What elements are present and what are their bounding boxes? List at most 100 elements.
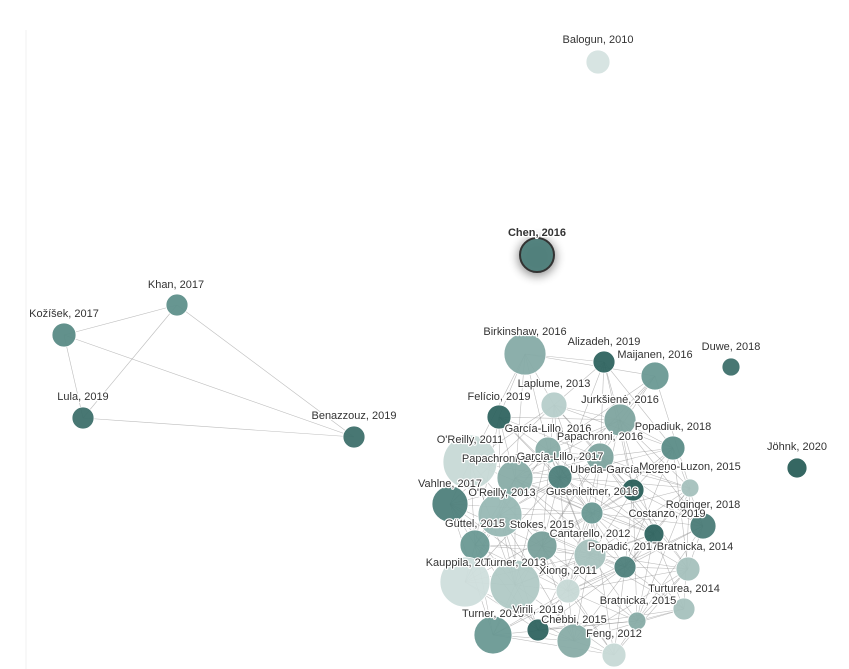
paper-node[interactable] (721, 357, 741, 377)
edge (624, 525, 704, 568)
paper-node[interactable] (519, 237, 555, 273)
paper-label: Cantarello, 2012 (550, 528, 631, 540)
edge (613, 568, 689, 656)
paper-label: O'Reilly, 2011 (437, 434, 504, 446)
paper-node[interactable] (526, 530, 558, 562)
edge (537, 620, 638, 631)
edge (559, 476, 655, 535)
edge (492, 634, 615, 656)
paper-node[interactable] (473, 615, 513, 655)
paper-label: Gusenleitner, 2016 (546, 486, 638, 498)
edge (82, 304, 178, 419)
paper-label: Kauppila, 2011 (426, 557, 499, 569)
edge (624, 447, 674, 568)
paper-node[interactable] (660, 435, 686, 461)
paper-label: Turturea, 2014 (648, 583, 720, 595)
edge (636, 533, 655, 622)
edge (541, 545, 615, 656)
paper-label: Güttel, 2015 (445, 518, 505, 530)
paper-node[interactable] (540, 391, 568, 419)
paper-node[interactable] (534, 436, 562, 464)
edge (537, 608, 685, 631)
edge (654, 375, 691, 489)
paper-node[interactable] (689, 512, 717, 540)
paper-node[interactable] (556, 623, 592, 659)
paper-label: Jurkšienė, 2016 (581, 394, 659, 406)
paper-label: Turner, 2013 (484, 557, 546, 569)
edge (567, 456, 601, 592)
paper-label: Balogun, 2010 (563, 34, 634, 46)
paper-label: Bratnicka, 2014 (657, 541, 733, 553)
paper-node[interactable] (526, 618, 550, 642)
paper-node[interactable] (680, 478, 700, 498)
edge (498, 416, 561, 478)
paper-node[interactable] (51, 322, 77, 348)
paper-node[interactable] (603, 403, 637, 437)
paper-label: Jöhnk, 2020 (767, 441, 827, 453)
paper-label: Laplume, 2013 (518, 378, 591, 390)
paper-node[interactable] (459, 529, 491, 561)
paper-label: Feng, 2012 (586, 628, 642, 640)
paper-node[interactable] (672, 597, 696, 621)
paper-node[interactable] (547, 464, 573, 490)
paper-node[interactable] (71, 406, 95, 430)
paper-label: Xiong, 2011 (539, 565, 597, 577)
labels: Balogun, 2010 Chen, 2016 Khan, 2017 Kožíšek… (28, 33, 828, 642)
paper-node[interactable] (477, 492, 523, 538)
edge (589, 487, 691, 556)
paper-node[interactable] (585, 49, 611, 75)
paper-node[interactable] (431, 485, 469, 523)
edge (547, 375, 656, 451)
paper-node[interactable] (555, 578, 581, 604)
edge (63, 334, 84, 419)
paper-node[interactable] (442, 434, 498, 490)
paper-node[interactable] (621, 478, 645, 502)
paper-node[interactable] (627, 611, 647, 631)
edge (567, 568, 689, 592)
paper-node[interactable] (486, 404, 512, 430)
paper-label: Papachroni, 2015 (462, 453, 548, 465)
paper-node[interactable] (601, 642, 627, 668)
edge (492, 566, 626, 636)
paper-node[interactable] (573, 538, 607, 572)
edge (591, 487, 691, 514)
paper-label: Turner, 2015 (462, 608, 524, 620)
edge (449, 503, 569, 592)
paper-label: Birkinshaw, 2016 (483, 326, 566, 338)
paper-label: García-Lillo, 2017 (517, 451, 604, 463)
paper-node[interactable] (613, 555, 637, 579)
paper-label: Felício, 2019 (468, 391, 531, 403)
paper-node[interactable] (165, 293, 189, 317)
edge (599, 456, 704, 527)
paper-label: Kožíšek, 2017 (29, 308, 99, 320)
edge (498, 416, 621, 421)
edge (599, 361, 605, 458)
paper-node[interactable] (489, 559, 541, 611)
paper-node[interactable] (585, 442, 615, 472)
paper-node[interactable] (640, 361, 670, 391)
paper-node[interactable] (496, 459, 534, 497)
edge (176, 304, 355, 438)
edge (591, 512, 615, 656)
paper-label: Bratnicka, 2015 (600, 595, 676, 607)
paper-node[interactable] (675, 556, 701, 582)
edge (591, 512, 704, 527)
paper-node[interactable] (643, 523, 665, 545)
edge (514, 477, 626, 568)
edge (553, 404, 593, 514)
edge (524, 353, 656, 377)
edge (63, 334, 355, 438)
paper-node[interactable] (786, 457, 808, 479)
paper-node[interactable] (592, 350, 616, 374)
edge (541, 545, 689, 570)
paper-label: Roginger, 2018 (666, 499, 741, 511)
paper-label: García-Lillo, 2016 (505, 423, 592, 435)
edge (603, 361, 674, 449)
edge (567, 489, 634, 592)
paper-label: Khan, 2017 (148, 279, 204, 291)
edge (589, 554, 685, 610)
paper-node[interactable] (580, 501, 604, 525)
paper-node[interactable] (503, 332, 547, 376)
paper-node[interactable] (342, 425, 366, 449)
